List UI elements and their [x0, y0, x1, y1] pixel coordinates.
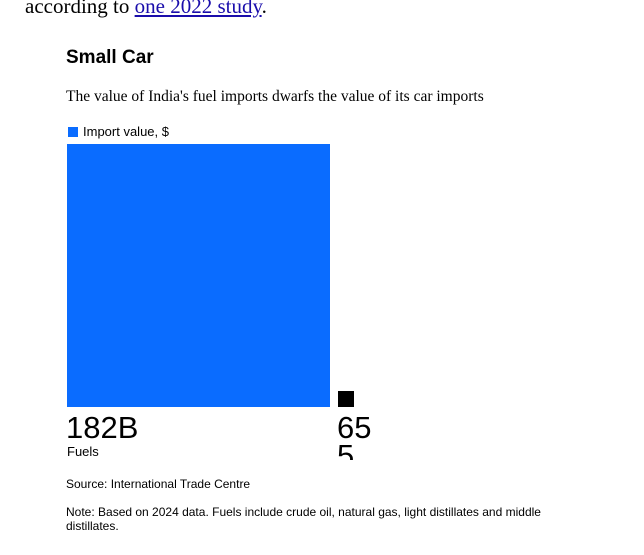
legend-label: Import value, $	[83, 124, 169, 139]
square	[338, 391, 354, 407]
text: .	[261, 0, 267, 18]
article-text: according to one 2022 study.	[25, 0, 267, 19]
legend-swatch	[68, 126, 78, 137]
legend: Import value, $	[68, 124, 169, 139]
source: Source: International Trade Centre	[66, 477, 251, 491]
note: Note: Based on 2024 data. Fuels include …	[66, 505, 541, 533]
text: according to	[25, 0, 135, 18]
category-label: Fuels	[67, 444, 99, 459]
link[interactable]: one 2022 study	[134, 0, 262, 18]
value-label: 655M	[337, 414, 372, 460]
chart-title: Small Car	[66, 47, 154, 68]
chart-subtitle: The value of India's fuel imports dwarfs…	[66, 88, 484, 105]
value-label: 182B	[66, 414, 139, 445]
square	[67, 144, 330, 407]
